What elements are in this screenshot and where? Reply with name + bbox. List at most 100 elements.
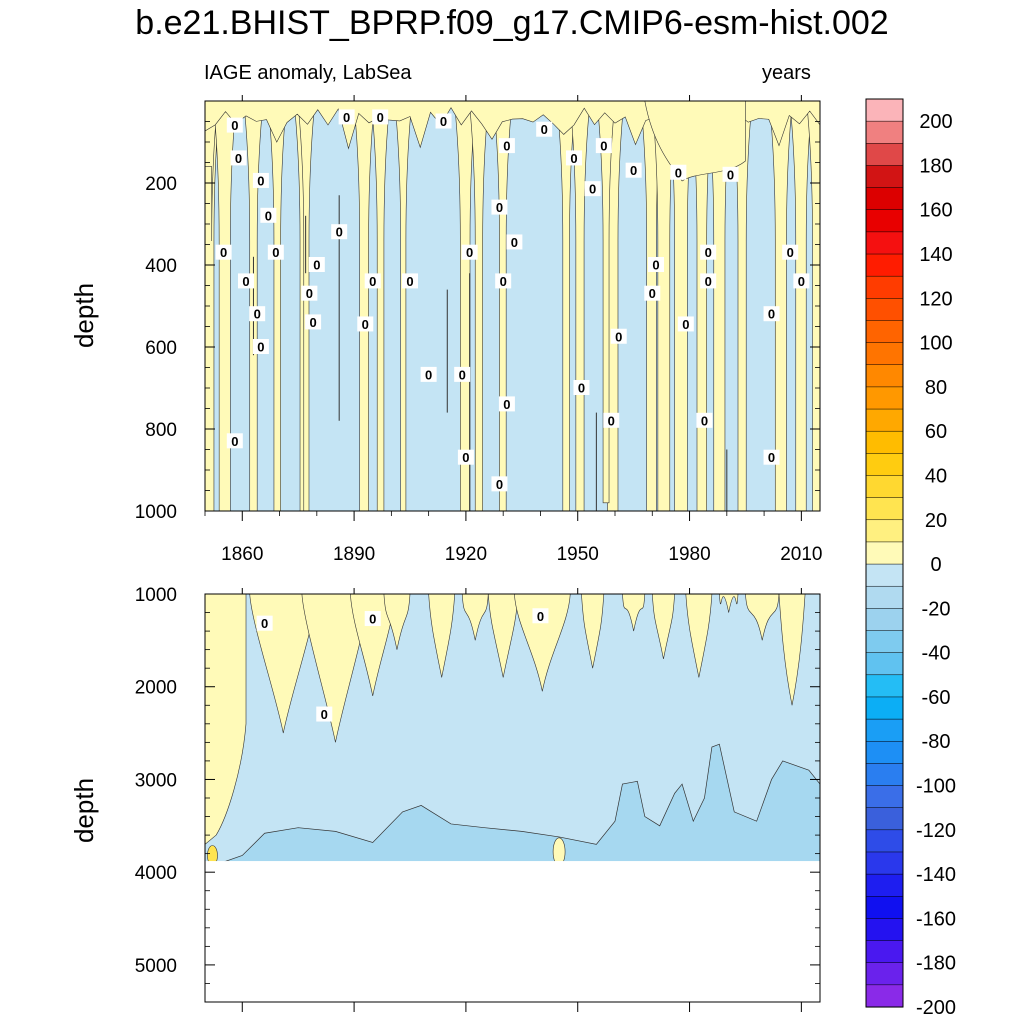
contour-label-box [670, 164, 687, 180]
contour-label-box [267, 244, 284, 260]
lower-positive-anomaly-region [651, 594, 675, 659]
colorbar-level-label: 140 [919, 244, 952, 266]
lower-positive-anomaly-region [461, 594, 489, 641]
colorbar-swatch [865, 408, 904, 432]
upper-positive-anomaly-region [212, 101, 237, 511]
chart-subtitle-variable: IAGE anomaly, LabSea [204, 62, 412, 84]
upper-contour-label: 0 [402, 273, 418, 289]
contour-label-box [249, 306, 266, 322]
lower-panel: 0 0 0 0 1000 2000 3000 4000 5000 [135, 585, 821, 1012]
upper-contour-label: 0 [249, 306, 266, 322]
colorbar-swatch [865, 519, 904, 543]
contour-label-value: 0 [220, 245, 227, 260]
contour-label-box [763, 449, 780, 465]
upper-positive-anomaly-region [768, 101, 793, 511]
upper-contour-label: 0 [573, 380, 590, 396]
colorbar-swatch [865, 475, 904, 499]
colorbar-level-label: -120 [916, 820, 956, 842]
contour-label-value: 0 [570, 151, 577, 166]
contour-label-value: 0 [578, 381, 585, 396]
upper-contour-label: 0 [364, 273, 381, 289]
upper-contour-label: 0 [498, 138, 515, 154]
contour-label-value: 0 [630, 163, 637, 178]
colorbar-swatch [865, 896, 904, 919]
upper-contour-label: 0 [763, 306, 780, 322]
contour-label-box [700, 273, 717, 289]
upper-contour-label: 0 [696, 412, 713, 428]
x-tick-label: 2010 [780, 544, 822, 565]
colorbar-swatch [865, 718, 904, 742]
colorbar-swatch [865, 253, 904, 277]
contour-label-box [305, 314, 322, 330]
contour-label-value: 0 [615, 329, 622, 344]
upper-contour-label: 0 [435, 113, 452, 129]
contour-label-value: 0 [261, 616, 268, 631]
contour-label-box [763, 306, 780, 322]
lower-y-tick-label: 2000 [135, 678, 177, 699]
contour-label-box [457, 449, 474, 465]
colorbar-swatch [865, 364, 904, 388]
upper-contour-label: 0 [491, 199, 508, 215]
contour-label-box [722, 166, 739, 182]
lower-positive-anomaly-region [685, 594, 713, 678]
contour-label-box [573, 380, 590, 395]
contour-label-value: 0 [608, 413, 615, 428]
contour-label-box [532, 608, 549, 624]
lower-positive-anomaly-region [205, 594, 247, 845]
upper-contour-label: 0 [457, 449, 474, 465]
contour-label-box [454, 366, 471, 382]
contour-label-box [316, 706, 333, 722]
colorbar-level-label: 80 [925, 377, 947, 399]
colorbar-swatch [865, 143, 904, 166]
colorbar-swatch [865, 807, 904, 831]
upper-panel-plot-area [205, 101, 820, 511]
contour-label-value: 0 [496, 477, 503, 492]
colorbar-swatch [865, 585, 904, 609]
upper-y-tick-label: 1000 [135, 502, 177, 523]
contour-label-box [364, 611, 381, 627]
x-tick-label: 1860 [221, 544, 263, 565]
upper-contour-label: 0 [677, 316, 694, 332]
contour-label-box [435, 113, 452, 129]
lower-contour-label: 0 [316, 706, 333, 722]
upper-contour-label: 0 [226, 433, 243, 449]
colorbar-level-label: -40 [922, 643, 951, 665]
contour-label-box [226, 117, 243, 133]
contour-label-value: 0 [272, 245, 279, 260]
contour-label-box [648, 257, 664, 272]
lower-positive-anomaly-region [622, 594, 646, 632]
upper-contour-label: 0 [782, 244, 799, 260]
upper-positive-anomaly-region [297, 101, 316, 511]
colorbar-swatch [865, 453, 904, 477]
lower-deep-negative-band [205, 743, 820, 869]
x-tick-label: 1980 [668, 544, 710, 565]
upper-contour-label: 0 [454, 366, 471, 382]
contour-label-box [700, 244, 717, 260]
contour-label-box [566, 150, 582, 166]
lower-panel-plot-area [205, 594, 820, 1002]
upper-positive-anomaly-region [370, 101, 391, 511]
contour-label-value: 0 [727, 167, 734, 182]
lower-positive-anomaly-region [581, 594, 605, 669]
x-tick-label: 1950 [557, 544, 599, 565]
contour-label-box [498, 396, 515, 412]
upper-contour-label: 0 [372, 109, 389, 125]
contour-label-box [461, 244, 478, 260]
upper-positive-anomaly-region [205, 101, 219, 242]
contour-label-box [372, 109, 389, 125]
contour-label-box [420, 366, 437, 382]
upper-contour-label: 0 [230, 150, 247, 166]
contour-label-value: 0 [231, 434, 238, 449]
lower-y-tick-label: 4000 [135, 863, 177, 884]
colorbar-level-label: 200 [919, 111, 952, 133]
contour-label-box [301, 285, 318, 301]
colorbar-swatch [865, 608, 904, 632]
lower-no-data-region [205, 861, 820, 1002]
contour-label-value: 0 [459, 367, 466, 382]
x-tick-label: 1890 [333, 544, 375, 565]
upper-positive-anomaly-region [353, 101, 375, 511]
upper-contour-label: 0 [700, 244, 717, 260]
contour-label-box [584, 181, 601, 197]
